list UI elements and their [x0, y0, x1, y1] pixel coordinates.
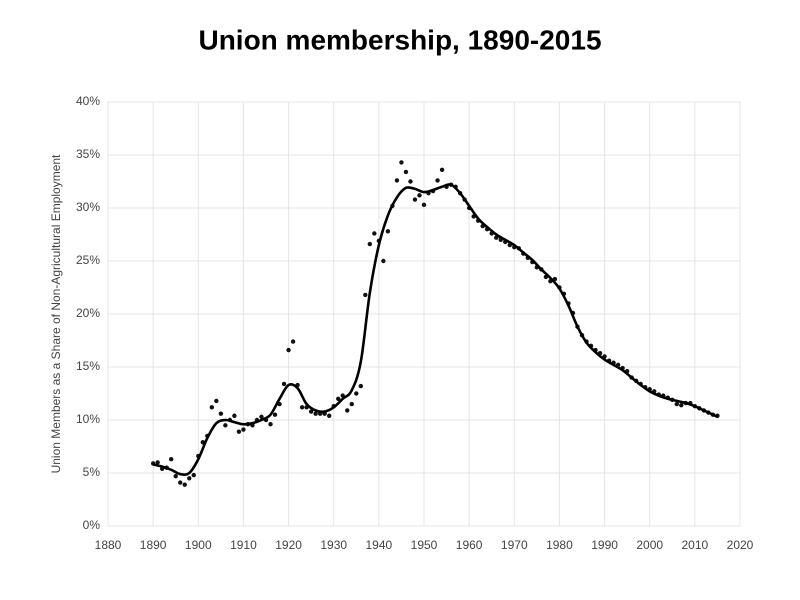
data-point	[286, 347, 291, 353]
data-point	[259, 414, 264, 420]
y-tick-label: 0%	[83, 518, 101, 532]
data-point	[381, 258, 386, 264]
data-point	[358, 383, 363, 389]
data-point	[403, 169, 409, 175]
data-point	[178, 480, 183, 485]
data-point	[394, 178, 400, 183]
y-tick-label: 35%	[76, 147, 100, 161]
data-point	[417, 193, 422, 198]
data-point	[363, 292, 368, 298]
data-point	[345, 408, 350, 413]
data-point	[349, 401, 354, 407]
x-tick-label: 1970	[501, 538, 528, 552]
data-point	[268, 422, 273, 427]
trend-line	[152, 183, 718, 476]
data-point	[241, 427, 246, 432]
data-point	[421, 202, 427, 208]
data-point	[169, 457, 174, 462]
data-point	[173, 473, 178, 479]
y-tick-label: 15%	[76, 359, 100, 373]
y-tick-label: 30%	[76, 200, 100, 214]
data-point	[236, 429, 242, 434]
data-point	[367, 241, 373, 247]
x-tick-label: 1890	[140, 538, 167, 552]
x-tick-label: 1980	[546, 538, 573, 552]
data-point	[232, 413, 237, 418]
data-point	[299, 405, 305, 410]
chart-title: Union membership, 1890-2015	[198, 24, 601, 55]
data-point	[439, 167, 445, 173]
data-point	[313, 411, 318, 416]
data-point	[290, 339, 296, 344]
data-point	[412, 197, 418, 202]
y-tick-label: 25%	[76, 253, 100, 267]
data-point	[674, 401, 679, 407]
data-point	[385, 229, 391, 234]
data-point	[182, 482, 187, 487]
data-point	[218, 411, 224, 416]
x-tick-label: 2000	[636, 538, 663, 552]
data-point	[336, 396, 341, 401]
y-tick-label: 5%	[83, 465, 101, 479]
x-tick-label: 1950	[411, 538, 438, 552]
x-tick-label: 1900	[185, 538, 212, 552]
data-point	[399, 160, 404, 165]
x-tick-label: 1880	[95, 538, 122, 552]
data-point	[281, 381, 287, 387]
y-tick-label: 10%	[76, 412, 100, 426]
data-point	[679, 402, 684, 408]
data-point	[272, 412, 278, 417]
y-tick-label: 20%	[76, 306, 100, 320]
x-tick-label: 1910	[230, 538, 257, 552]
data-point	[372, 231, 377, 236]
x-tick-label: 1940	[366, 538, 393, 552]
data-point	[327, 413, 332, 418]
x-tick-label: 1930	[320, 538, 347, 552]
data-point	[155, 460, 160, 465]
x-tick-label: 1920	[275, 538, 302, 552]
x-tick-label: 1990	[591, 538, 618, 552]
y-axis-label: Union Members as a Share of Non-Agricult…	[49, 154, 63, 473]
x-tick-label: 2020	[727, 538, 754, 552]
y-tick-label: 40%	[76, 94, 100, 108]
data-point	[187, 476, 192, 481]
data-point	[308, 409, 314, 414]
x-tick-label: 2010	[682, 538, 709, 552]
data-point	[209, 405, 215, 410]
data-point	[435, 178, 440, 183]
x-tick-label: 1960	[456, 538, 483, 552]
data-point	[191, 472, 196, 478]
data-point	[223, 423, 228, 428]
data-point	[354, 391, 359, 396]
data-point	[408, 179, 413, 184]
data-point	[214, 398, 219, 404]
